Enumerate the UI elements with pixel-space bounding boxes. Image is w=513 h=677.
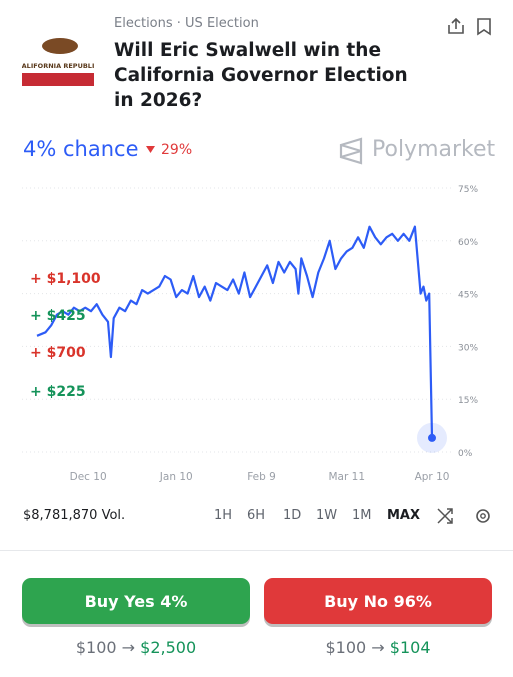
y-tick-label: 30% xyxy=(458,343,478,353)
y-tick-label: 15% xyxy=(458,396,478,406)
flag-stripe xyxy=(22,73,94,86)
change: 29% xyxy=(161,142,193,158)
payout-arrow: → xyxy=(121,638,136,657)
settings-icon[interactable] xyxy=(476,509,490,523)
x-tick-label: Jan 10 xyxy=(159,471,193,483)
trade-label: + $1,100 xyxy=(30,271,101,287)
trade-label: + $700 xyxy=(30,345,86,361)
chart: 0% 15% 30% 45% 60% 75% Dec 10 Jan 10 Feb 9 Mar 11… xyxy=(22,185,478,483)
y-tick-label: 60% xyxy=(458,238,478,248)
trade-label: + $425 xyxy=(30,308,86,324)
payout: $100 → $104 xyxy=(264,638,492,657)
range-button[interactable]: 6H xyxy=(247,508,266,523)
payout-return: $104 xyxy=(389,638,431,657)
volume: $8,781,870 Vol. xyxy=(23,508,126,523)
payout: $100 → $2,500 xyxy=(22,638,250,657)
brand-logo xyxy=(339,137,363,165)
flag-text: CALIFORNIA REPUBLIC xyxy=(22,62,94,70)
settings-core xyxy=(480,513,486,519)
down-arrow xyxy=(146,146,155,153)
buy-button[interactable]: Buy Yes 4% xyxy=(22,578,250,624)
breadcrumb[interactable]: Elections · US Election xyxy=(114,16,259,31)
trade-label: + $225 xyxy=(30,384,86,400)
bookmark-icon[interactable] xyxy=(477,18,491,36)
market-title: Will Eric Swalwell win the California Go… xyxy=(114,40,408,111)
flag-bear xyxy=(42,38,78,54)
payout-return: $2,500 xyxy=(140,638,197,657)
range-button[interactable]: 1W xyxy=(316,508,338,523)
flag: CALIFORNIA REPUBLIC xyxy=(22,28,94,86)
x-tick-label: Mar 11 xyxy=(328,471,365,483)
x-tick-label: Feb 9 xyxy=(247,471,276,483)
chart-tools[interactable] xyxy=(436,506,496,526)
share-icon[interactable] xyxy=(448,17,464,34)
buy-button[interactable]: Buy No 96% xyxy=(264,578,492,624)
logo-shape xyxy=(339,137,363,165)
x-tick-label: Dec 10 xyxy=(70,471,107,483)
end-dot xyxy=(428,433,436,442)
range-button[interactable]: MAX xyxy=(387,508,421,523)
range-button[interactable]: 1D xyxy=(283,508,302,523)
down-icon xyxy=(146,146,155,153)
x-tick-label: Apr 10 xyxy=(415,471,450,483)
chance: 4% chance xyxy=(23,137,139,161)
brand: Polymarket xyxy=(372,137,496,162)
y-tick-label: 45% xyxy=(458,291,478,301)
divider xyxy=(0,550,513,551)
price-line xyxy=(36,225,434,438)
shuffle-icon[interactable] xyxy=(437,508,453,524)
y-tick-label: 0% xyxy=(458,449,473,459)
payout-stake: $100 xyxy=(325,638,367,657)
range-button[interactable]: 1M xyxy=(352,508,372,523)
payout-stake: $100 xyxy=(75,638,117,657)
range-button[interactable]: 1H xyxy=(214,508,233,523)
y-tick-label: 75% xyxy=(458,185,478,195)
actions[interactable] xyxy=(446,16,496,36)
payout-arrow: → xyxy=(371,638,385,657)
